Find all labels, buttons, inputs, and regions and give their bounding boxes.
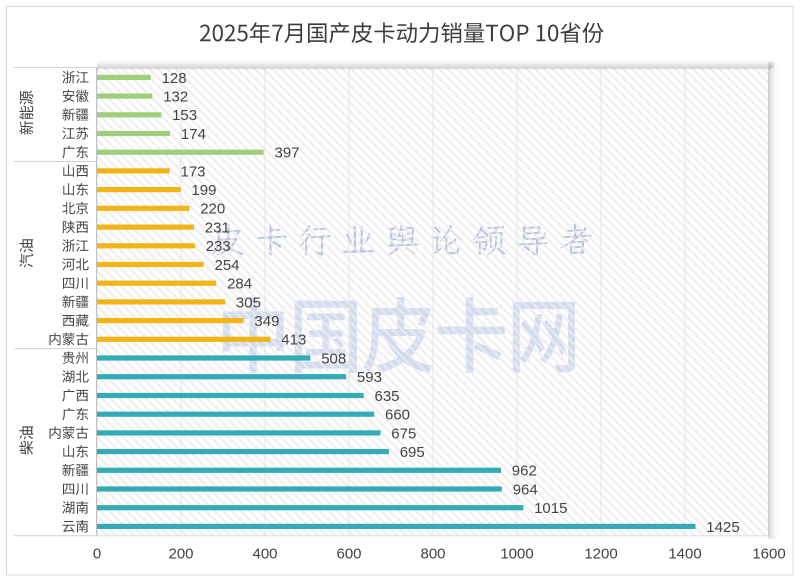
svg-text:695: 695 — [400, 444, 425, 461]
svg-text:1600: 1600 — [752, 545, 785, 562]
svg-text:593: 593 — [357, 369, 382, 386]
svg-text:1000: 1000 — [500, 545, 533, 562]
svg-text:400: 400 — [252, 545, 277, 562]
svg-text:128: 128 — [162, 70, 187, 87]
svg-text:254: 254 — [215, 257, 240, 274]
svg-text:660: 660 — [385, 407, 410, 424]
svg-text:600: 600 — [336, 545, 361, 562]
svg-text:174: 174 — [181, 126, 206, 143]
svg-text:962: 962 — [512, 463, 537, 480]
svg-text:173: 173 — [181, 163, 206, 180]
svg-text:220: 220 — [200, 201, 225, 218]
svg-text:305: 305 — [236, 294, 261, 311]
svg-text:233: 233 — [206, 238, 231, 255]
svg-text:1200: 1200 — [584, 545, 617, 562]
svg-text:675: 675 — [391, 425, 416, 442]
svg-text:1015: 1015 — [534, 500, 567, 517]
svg-text:132: 132 — [163, 89, 188, 106]
svg-text:231: 231 — [205, 220, 230, 237]
svg-text:508: 508 — [321, 350, 346, 367]
svg-text:284: 284 — [227, 276, 252, 293]
svg-text:349: 349 — [254, 313, 279, 330]
svg-text:964: 964 — [513, 481, 538, 498]
svg-text:1400: 1400 — [668, 545, 701, 562]
svg-text:413: 413 — [281, 332, 306, 349]
svg-text:635: 635 — [375, 388, 400, 405]
svg-text:1425: 1425 — [706, 519, 739, 536]
svg-text:0: 0 — [93, 545, 101, 562]
svg-text:199: 199 — [191, 182, 216, 199]
svg-text:200: 200 — [168, 545, 193, 562]
svg-text:397: 397 — [275, 145, 300, 162]
svg-text:800: 800 — [420, 545, 445, 562]
svg-text:153: 153 — [172, 107, 197, 124]
